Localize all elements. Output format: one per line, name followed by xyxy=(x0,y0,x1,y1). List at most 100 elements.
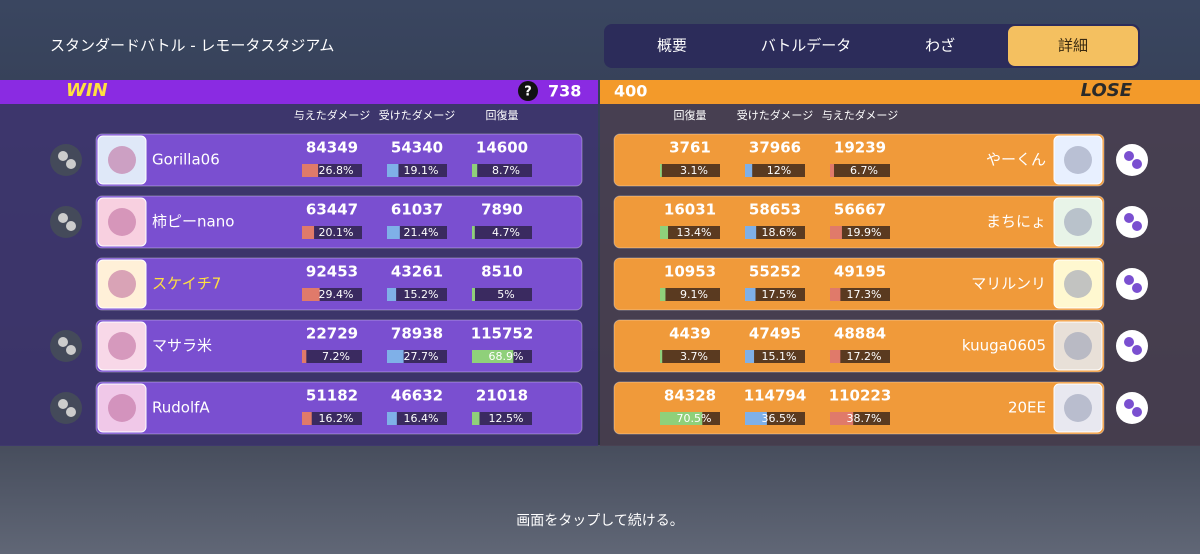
stat-value: 19239 xyxy=(834,139,886,157)
share-track xyxy=(660,226,720,239)
share-label: 17.3% xyxy=(847,288,882,301)
share-track xyxy=(660,350,720,363)
stat-value: 55252 xyxy=(749,263,801,281)
share-bar xyxy=(387,288,397,301)
share-label: 70.5% xyxy=(677,412,712,425)
tab[interactable]: 概要 xyxy=(657,37,687,55)
share-bar xyxy=(387,226,400,239)
avatar-figure xyxy=(108,394,136,422)
player-name: マリルンリ xyxy=(971,275,1046,293)
avatar-figure xyxy=(108,208,136,236)
player-card xyxy=(95,381,583,435)
player-card xyxy=(95,257,583,311)
share-label: 17.2% xyxy=(847,350,882,363)
share-bar xyxy=(302,288,320,301)
player-card xyxy=(613,381,1105,435)
share-bar xyxy=(472,288,475,301)
stat-value: 56667 xyxy=(834,201,886,219)
add-friend-plus xyxy=(1132,345,1142,355)
tab[interactable]: バトルデータ xyxy=(761,37,851,55)
stat-value: 3761 xyxy=(669,139,711,157)
stat-value: 10953 xyxy=(664,263,716,281)
stat-value: 92453 xyxy=(306,263,358,281)
share-bar xyxy=(472,350,514,363)
win-label: WIN xyxy=(66,80,108,101)
stat-value: 110223 xyxy=(829,387,892,405)
share-label: 17.5% xyxy=(762,288,797,301)
stat-value: 58653 xyxy=(749,201,801,219)
share-bar xyxy=(745,288,756,301)
share-label: 12% xyxy=(767,164,791,177)
player-name: 20EE xyxy=(1008,399,1046,417)
share-bar xyxy=(387,350,404,363)
add-friend-plus xyxy=(1132,221,1142,231)
share-label: 16.4% xyxy=(404,412,439,425)
stat-value: 14600 xyxy=(476,139,528,157)
share-bar xyxy=(830,412,854,425)
avatar-figure xyxy=(108,332,136,360)
column-header: 与えたダメージ xyxy=(294,108,370,122)
stat-value: 84328 xyxy=(664,387,716,405)
share-track xyxy=(387,412,447,425)
share-label: 26.8% xyxy=(319,164,354,177)
player-name: kuuga0605 xyxy=(962,337,1046,355)
share-bar xyxy=(472,412,480,425)
share-track xyxy=(472,288,532,301)
share-bar xyxy=(472,164,478,177)
player-card xyxy=(95,319,583,373)
add-friend-head xyxy=(58,337,68,347)
share-label: 6.7% xyxy=(850,164,878,177)
share-track xyxy=(472,164,532,177)
add-friend-head xyxy=(58,399,68,409)
lose-bar xyxy=(600,80,1200,104)
share-bar xyxy=(387,412,397,425)
add-friend-plus xyxy=(1132,283,1142,293)
share-label: 3.7% xyxy=(680,350,708,363)
tab-bar xyxy=(604,24,1140,68)
tab-active-bg xyxy=(1008,26,1138,66)
tab[interactable]: わざ xyxy=(925,37,955,55)
share-label: 8.7% xyxy=(492,164,520,177)
avatar-figure xyxy=(1064,146,1092,174)
share-bar xyxy=(745,350,755,363)
stadium xyxy=(0,445,1200,554)
player-card xyxy=(613,133,1105,187)
add-friend-plus xyxy=(66,159,76,169)
share-label: 9.1% xyxy=(680,288,708,301)
share-label: 38.7% xyxy=(847,412,882,425)
share-track xyxy=(745,288,805,301)
stat-value: 114794 xyxy=(744,387,807,405)
help-icon[interactable] xyxy=(518,81,538,101)
win-bar xyxy=(0,80,598,104)
stat-value: 16031 xyxy=(664,201,716,219)
avatar-figure xyxy=(1064,270,1092,298)
share-track xyxy=(660,164,720,177)
share-bar xyxy=(830,226,842,239)
player-name: 柿ピーnano xyxy=(152,213,234,231)
share-bar xyxy=(660,350,663,363)
tab[interactable]: 詳細 xyxy=(1058,37,1088,55)
column-header: 受けたダメージ xyxy=(379,108,455,122)
player-name: まちにょ xyxy=(986,213,1046,231)
share-track xyxy=(387,164,447,177)
add-friend-head xyxy=(1124,337,1134,347)
tap-hint[interactable]: 画面をタップして続ける。 xyxy=(516,512,684,529)
win-score: 738 xyxy=(548,82,581,101)
share-track xyxy=(660,288,720,301)
help-mark: ? xyxy=(524,85,532,100)
add-friend-plus xyxy=(66,221,76,231)
add-friend-head xyxy=(1124,213,1134,223)
player-name: マサラ米 xyxy=(152,337,212,355)
share-label: 27.7% xyxy=(404,350,439,363)
share-bar xyxy=(830,350,841,363)
share-bar xyxy=(302,226,315,239)
share-track xyxy=(745,226,805,239)
stat-value: 84349 xyxy=(306,139,358,157)
player-card xyxy=(613,257,1105,311)
share-bar xyxy=(302,412,312,425)
share-bar xyxy=(302,350,307,363)
add-friend-plus xyxy=(1132,159,1142,169)
stat-value: 47495 xyxy=(749,325,801,343)
